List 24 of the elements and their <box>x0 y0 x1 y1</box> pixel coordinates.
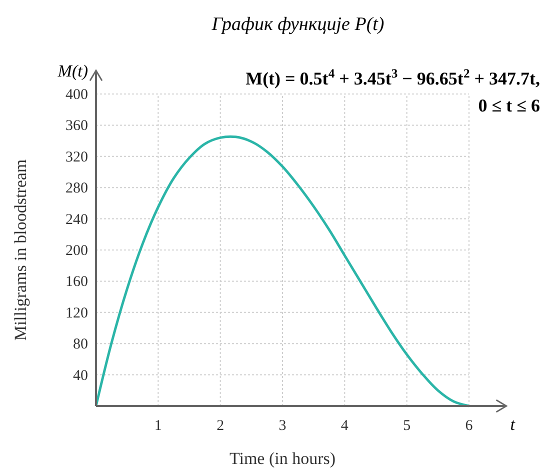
y-tick-label: 400 <box>66 87 88 103</box>
annotation: 0 ≤ t ≤ 6 <box>478 96 540 116</box>
x-tick-label: 1 <box>154 418 162 434</box>
x-tick-label: 6 <box>465 418 474 434</box>
x-axis-title: Time (in hours) <box>229 449 336 468</box>
y-axis-title: Milligrams in bloodstream <box>11 159 30 341</box>
y-tick-label: 80 <box>73 336 88 353</box>
y-tick-label: 240 <box>66 212 88 228</box>
chart-title: График функције P(t) <box>210 14 384 35</box>
y-tick-label: 120 <box>66 305 88 322</box>
x-tick-label: 4 <box>340 418 349 434</box>
y-tick-label: 160 <box>66 274 88 290</box>
text: M(t) <box>56 62 88 81</box>
y-tick-label: 40 <box>73 368 88 384</box>
y-tick-label: 280 <box>66 180 88 197</box>
text: t <box>510 415 516 434</box>
x-tick-label: 3 <box>278 418 286 434</box>
annotation: M(t) = 0.5t$^{4}$ + 3.45t$^{3}$ − 96.65t$^{2}$ + 347.7t, <box>246 66 540 89</box>
x-tick-label: 5 <box>403 418 411 434</box>
x-tick-label: 2 <box>216 418 224 434</box>
y-tick-label: 320 <box>66 149 88 166</box>
line-series <box>94 135 470 408</box>
y-tick-label: 200 <box>66 243 88 259</box>
y-tick-label: 360 <box>66 118 88 134</box>
